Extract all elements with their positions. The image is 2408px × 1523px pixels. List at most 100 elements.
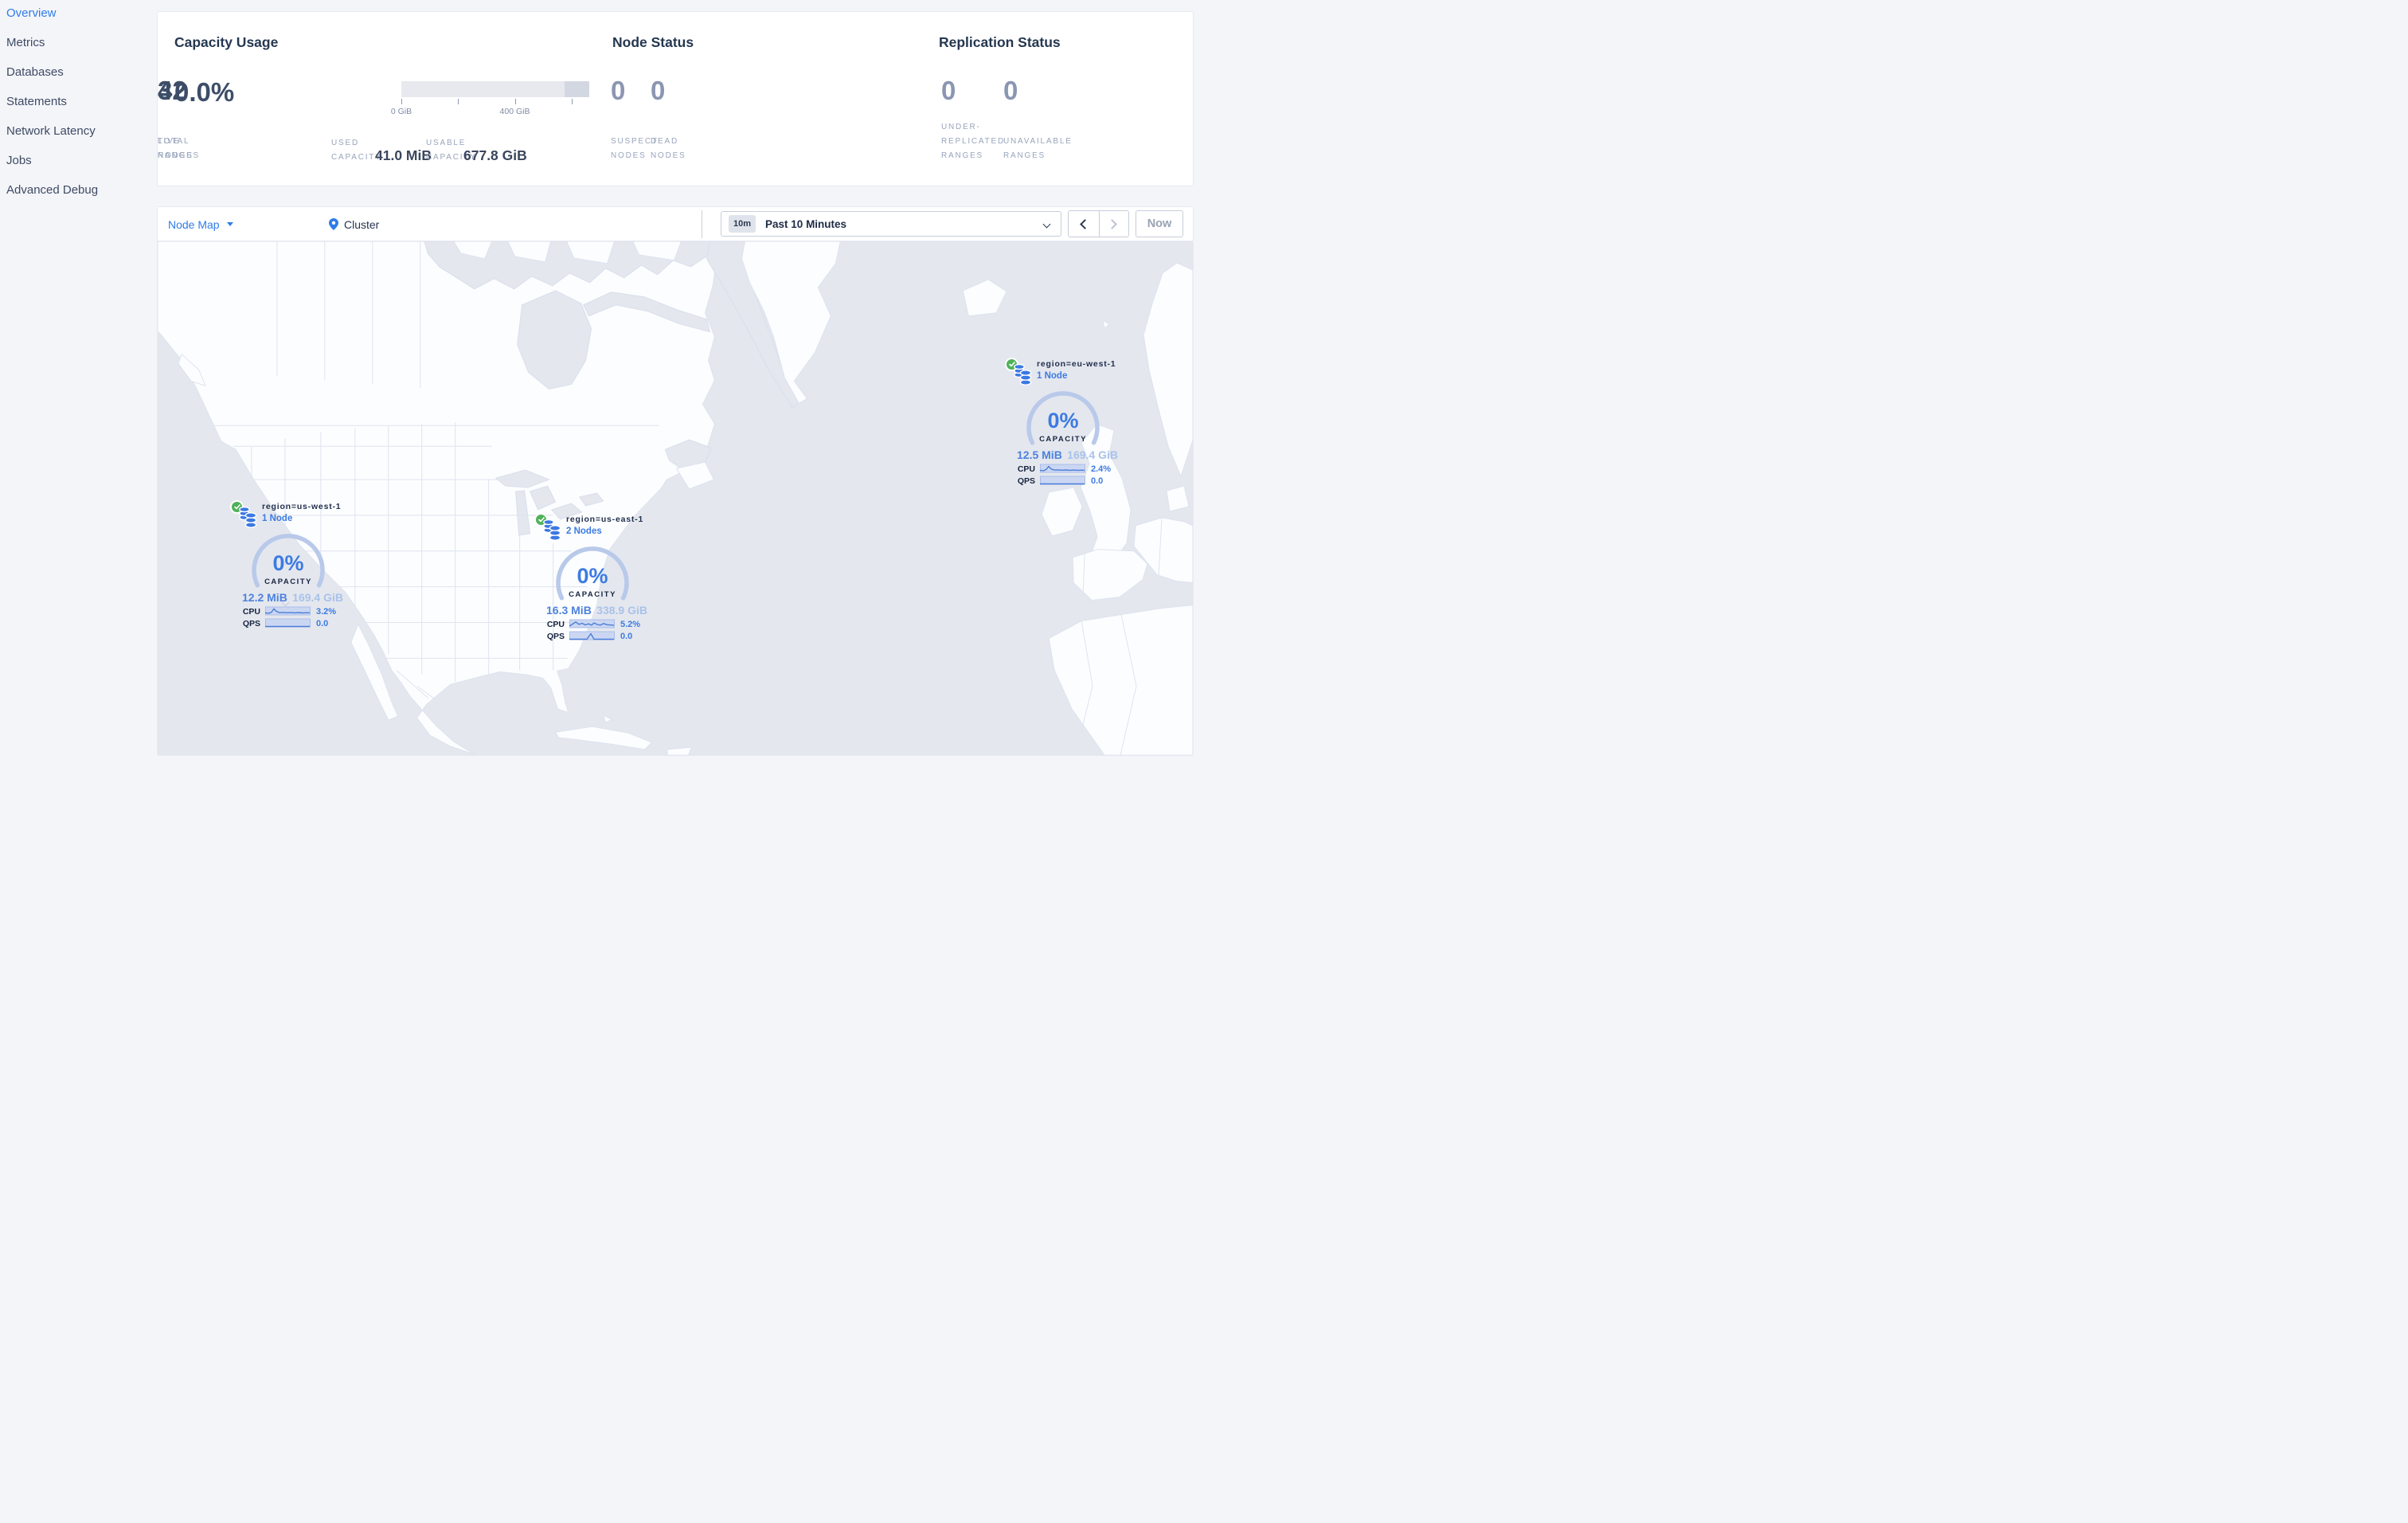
metric-column: 0 UNDER-REPLICATED RANGES — [941, 76, 1003, 163]
capacity-usage-title: Capacity Usage — [174, 34, 279, 50]
metric-value: 0 — [941, 76, 956, 105]
qps-value: 0.0 — [316, 618, 329, 628]
sidebar-item[interactable]: Statements — [6, 95, 157, 109]
hispaniola — [666, 746, 692, 755]
region-title: region=eu-west-1 — [1037, 359, 1116, 369]
time-back-button[interactable] — [1069, 211, 1099, 237]
state-borders — [205, 241, 659, 738]
capacity-axis-tick — [401, 99, 402, 104]
ireland — [1041, 487, 1083, 537]
breadcrumb[interactable]: Cluster — [329, 207, 379, 241]
used-capacity-label: USED CAPACITY — [331, 139, 382, 162]
region-used-capacity: 12.5 MiB — [1017, 448, 1062, 461]
region-title: region=us-west-1 — [262, 502, 342, 511]
qps-label: QPS — [242, 618, 260, 628]
region-capacity-label: CAPACITY — [1039, 435, 1087, 444]
metric-value: 0 — [611, 76, 626, 105]
capacity-bar-track — [401, 81, 589, 97]
metric-value: 32 — [158, 76, 187, 105]
capacity-bar-muted-segment — [565, 81, 589, 97]
sidebar-item[interactable]: Overview — [6, 6, 157, 21]
now-button[interactable]: Now — [1136, 210, 1183, 237]
region-total-capacity: 338.9 GiB — [596, 604, 647, 617]
time-range-dropdown[interactable]: 10m Past 10 Minutes — [721, 211, 1061, 237]
node-status-title: Node Status — [612, 34, 694, 50]
expand-chevron-icon[interactable] — [281, 598, 291, 607]
region-capacity-percent: 0% — [272, 551, 304, 575]
lake-ontario — [579, 492, 604, 507]
metric-label: UNDER-REPLICATED RANGES — [941, 123, 1006, 160]
sidebar-item-label: Statements — [6, 95, 67, 108]
cpu-label: CPU — [546, 620, 565, 629]
qps-sparkline — [265, 618, 311, 627]
region-total-capacity: 169.4 GiB — [292, 591, 343, 604]
sidebar-item-label: Databases — [6, 65, 64, 79]
chevron-left-icon — [1080, 218, 1091, 229]
lake-superior — [495, 469, 550, 488]
time-forward-button[interactable] — [1098, 211, 1129, 237]
metric-value: 0 — [1003, 76, 1018, 105]
region-capacity-percent: 0% — [577, 564, 608, 588]
region-marker-us-east-1[interactable]: region=us-east-1 2 Nodes 0% CAPACITY 16.… — [536, 515, 655, 644]
region-node-count[interactable]: 1 Node — [1037, 371, 1068, 381]
cpu-label: CPU — [1017, 464, 1035, 474]
capacity-gauge-arc — [556, 546, 629, 601]
node-map: region=us-west-1 1 Node 0% CAPACITY 12.2… — [158, 241, 1193, 755]
region-node-count[interactable]: 2 Nodes — [566, 527, 602, 536]
region-marker-us-west-1[interactable]: region=us-west-1 1 Node 0% CAPACITY 12.2… — [232, 502, 351, 631]
france — [1133, 517, 1193, 584]
breadcrumb-label: Cluster — [344, 217, 380, 231]
metric-label: TOTAL RANGES — [158, 137, 201, 160]
sidebar-item[interactable]: Jobs — [6, 154, 157, 168]
metric-label: SUSPECT NODES — [611, 137, 659, 160]
map-toolbar: Node Map Cluster 10m Past 10 Minutes Now — [158, 207, 1193, 241]
qps-label: QPS — [1017, 476, 1035, 486]
sidebar-item[interactable]: Network Latency — [6, 124, 157, 139]
lake-huron — [530, 485, 557, 511]
lake-michigan — [515, 490, 531, 536]
metric-label: LIVE NODES — [158, 137, 194, 160]
capacity-axis-ticks — [401, 99, 589, 105]
metric-column: 0 DEAD NODES — [651, 77, 685, 163]
usable-capacity-label: USABLE CAPACITY — [426, 139, 477, 162]
location-pin-icon — [329, 218, 338, 230]
country-borders — [1080, 517, 1163, 755]
capacity-axis-tick — [571, 99, 573, 104]
region-marker-eu-west-1[interactable]: region=eu-west-1 1 Node 0% CAPACITY 12.5… — [1007, 359, 1126, 488]
region-used-capacity: 16.3 MiB — [546, 604, 592, 617]
region-used-capacity: 12.2 MiB — [242, 591, 287, 604]
arctic-island — [566, 241, 616, 264]
sidebar-item[interactable]: Metrics — [6, 36, 157, 50]
region-node-count[interactable]: 1 Node — [262, 514, 293, 523]
metric-label: UNAVAILABLE RANGES — [1003, 137, 1073, 160]
capacity-stats: USED CAPACITY 41.0 MiB USABLE CAPACITY 6… — [331, 123, 594, 165]
usable-capacity-value: 677.8 GiB — [463, 147, 527, 163]
cpu-row: CPU 5.2% — [536, 619, 655, 630]
caret-down-icon — [226, 222, 233, 226]
arctic-island — [453, 241, 493, 260]
metric-column: 32 TOTAL RANGES — [158, 76, 198, 163]
bahamas — [603, 715, 613, 723]
capacity-axis-tick-label: 400 GiB — [499, 107, 530, 116]
sidebar-nav: Overview Metrics Databases Statements Networ… — [6, 6, 157, 198]
sidebar-item-label: Jobs — [6, 154, 32, 167]
sidebar-item[interactable]: Databases — [6, 65, 157, 80]
cpu-value: 2.4% — [1091, 464, 1112, 474]
qps-sparkline — [1040, 476, 1085, 484]
capacity-bar: 0 GiB 400 GiB — [391, 81, 589, 118]
view-selector-dropdown[interactable]: Node Map — [168, 207, 233, 241]
region-capacity-percent: 0% — [1047, 409, 1079, 433]
iceland — [962, 279, 1007, 317]
qps-value: 0.0 — [1091, 476, 1104, 486]
baja-california — [350, 624, 399, 721]
capacity-gauge-arc — [252, 534, 325, 588]
cpu-value: 5.2% — [620, 620, 641, 629]
region-title: region=us-east-1 — [566, 515, 644, 524]
cpu-sparkline — [569, 619, 615, 628]
node-map-panel: Node Map Cluster 10m Past 10 Minutes Now — [157, 206, 1194, 756]
time-range-label: Past 10 Minutes — [765, 217, 847, 230]
chevron-down-icon — [1042, 220, 1051, 229]
cluster-summary-panel: Capacity Usage 0.0% 0 GiB 400 GiB USED CA… — [157, 11, 1194, 186]
sidebar-item[interactable]: Advanced Debug — [6, 183, 157, 198]
cuba — [555, 726, 653, 750]
